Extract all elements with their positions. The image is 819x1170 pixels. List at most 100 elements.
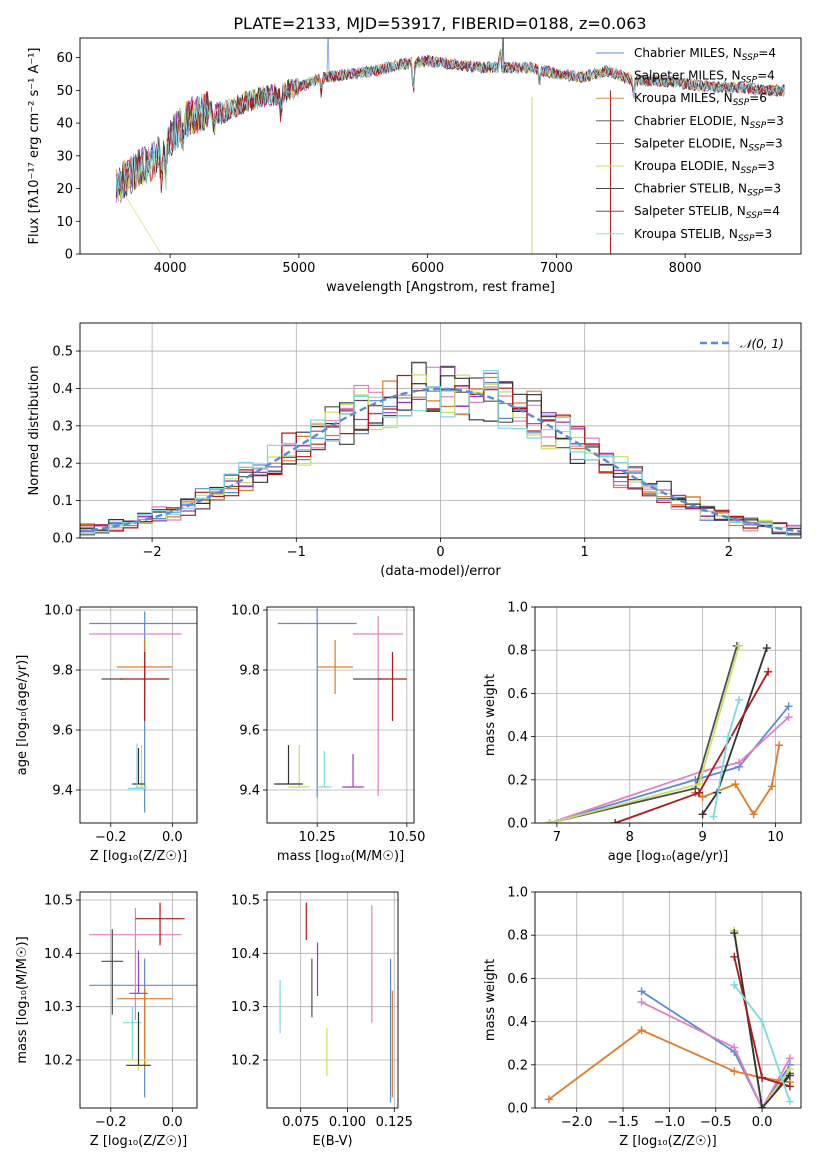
- legend-entry: Salpeter STELIB, NSSP=4: [634, 204, 780, 221]
- weight-marker: [775, 741, 784, 750]
- weight-marker: [637, 987, 646, 996]
- weight-marker: [785, 1097, 794, 1106]
- y-tick-label: 10.5: [44, 894, 73, 909]
- y-tick-label: 10.2: [44, 1054, 73, 1069]
- y-tick-label: 30: [56, 149, 73, 164]
- x-tick-label: 4000: [154, 261, 187, 276]
- weight-line: [733, 932, 791, 1108]
- x-tick-label: 0.0: [162, 1115, 183, 1130]
- y-tick-label: 0.8: [507, 644, 528, 659]
- x-tick-label: 8000: [669, 261, 702, 276]
- x-tick-label: 10.50: [388, 830, 425, 845]
- y-tick-label: 0.5: [52, 345, 73, 360]
- plot-area: [545, 641, 793, 823]
- y-tick-label: 0.2: [507, 773, 528, 788]
- y-tick-label: 10.3: [231, 1000, 260, 1015]
- y-tick-label: 0.0: [507, 817, 528, 832]
- x-tick-label: −2: [143, 545, 162, 560]
- y-tick-label: 10.5: [231, 894, 260, 909]
- legend-entry: Chabrier ELODIE, NSSP=3: [634, 114, 784, 131]
- mass-vs-extinction-panel: 0.075 0.100 0.125 10.2 10.3 10.4 10.5 E(B-V): [231, 891, 413, 1149]
- y-tick-label: 0.4: [507, 730, 528, 745]
- x-axis-label: mass [log₁₀(M/M☉)]: [277, 849, 404, 864]
- legend-entry: 𝒩(0, 1): [740, 337, 784, 351]
- weight-marker: [764, 667, 773, 676]
- x-tick-label: 0.0: [162, 830, 183, 845]
- y-tick-label: 10.0: [44, 604, 73, 619]
- y-tick-label: 10: [56, 215, 73, 230]
- y-axis-label: Normed distribution: [27, 366, 42, 496]
- grid: [267, 892, 398, 1108]
- y-tick-label: 9.8: [52, 664, 73, 679]
- weight-line: [549, 716, 790, 823]
- weight-marker: [785, 1082, 794, 1091]
- x-tick-label: 6000: [411, 261, 444, 276]
- weight-marker: [611, 819, 620, 823]
- x-tick-label: 10: [767, 830, 784, 845]
- weight-line: [549, 705, 790, 823]
- y-tick-label: 0.4: [507, 1015, 528, 1030]
- weight-marker: [785, 1071, 794, 1080]
- x-tick-label: −0.2: [95, 830, 127, 845]
- x-tick-label: 10.25: [299, 830, 336, 845]
- x-axis-label: wavelength [Angstrom, rest frame]: [326, 280, 555, 295]
- weight-marker: [735, 758, 744, 767]
- x-tick-label: 7: [553, 830, 561, 845]
- weight-marker: [730, 1067, 739, 1076]
- y-tick-label: 50: [56, 84, 73, 99]
- weight-marker: [698, 810, 707, 819]
- age-vs-metallicity-panel: −0.2 0.0 9.4 9.6 9.8 10.0 Z [log₁₀(Z/Z☉)] age […: [15, 604, 198, 864]
- y-tick-label: 10.4: [231, 947, 260, 962]
- weight-marker: [724, 732, 733, 741]
- weight-marker: [694, 788, 703, 797]
- x-axis-label: Z [log₁₀(Z/Z☉)]: [90, 849, 187, 864]
- plot-area: [115, 38, 785, 254]
- x-tick-label: 5000: [282, 261, 315, 276]
- y-tick-label: 20: [56, 182, 73, 197]
- weight-marker: [758, 1017, 767, 1026]
- legend-entry: Kroupa STELIB, NSSP=3: [634, 227, 772, 244]
- weight-marker: [730, 1043, 739, 1052]
- weight-marker: [637, 998, 646, 1007]
- x-axis-label: age [log₁₀(age/yr)]: [608, 849, 729, 864]
- y-tick-label: 9.4: [239, 784, 260, 799]
- y-axis-label: age [log₁₀(age/yr)]: [15, 655, 30, 776]
- y-tick-label: 9.6: [239, 724, 260, 739]
- axes-frame: [534, 606, 802, 824]
- weight-marker: [758, 1104, 767, 1108]
- y-tick-label: 0.1: [52, 494, 73, 509]
- weight-marker: [735, 641, 744, 650]
- y-tick-label: 0.2: [52, 457, 73, 472]
- axes-frame: [79, 37, 802, 255]
- weight-line: [641, 1001, 791, 1108]
- mass-weight-vs-metallicity-panel: −2.0 −1.5 −1.0 −0.5 0.0 0.0 0.2 0.4 0.6 0.8 1.0 Z […: [483, 886, 802, 1149]
- x-axis-label: (data-model)/error: [380, 564, 501, 579]
- y-tick-label: 9.6: [52, 724, 73, 739]
- spectrum-line: [115, 49, 785, 201]
- axes-frame: [534, 891, 802, 1109]
- y-tick-label: 0.0: [52, 532, 73, 547]
- legend-entry: Kroupa MILES, NSSP=6: [634, 91, 767, 108]
- y-tick-label: 0.0: [507, 1102, 528, 1117]
- x-tick-label: −1.0: [654, 1115, 686, 1130]
- weight-marker: [545, 819, 554, 823]
- y-axis-label: mass [log₁₀(M/M☉)]: [15, 936, 30, 1063]
- plot-area: [89, 611, 197, 813]
- plot-area: [80, 361, 801, 536]
- figure-title: PLATE=2133, MJD=53917, FIBERID=0188, z=0…: [233, 14, 646, 33]
- plot-area: [544, 926, 794, 1108]
- y-tick-label: 1.0: [507, 601, 528, 616]
- x-tick-label: −0.2: [95, 1115, 127, 1130]
- weight-marker: [730, 929, 739, 938]
- weight-marker: [730, 952, 739, 961]
- y-tick-label: 0.8: [507, 929, 528, 944]
- plot-area: [89, 902, 197, 1098]
- y-tick-label: 60: [56, 51, 73, 66]
- grid: [80, 607, 197, 823]
- x-tick-label: −0.5: [700, 1115, 732, 1130]
- y-axis-label: mass weight: [483, 959, 498, 1041]
- y-tick-label: 10.4: [44, 947, 73, 962]
- y-tick-label: 0.6: [507, 687, 528, 702]
- x-tick-label: 2: [725, 545, 733, 560]
